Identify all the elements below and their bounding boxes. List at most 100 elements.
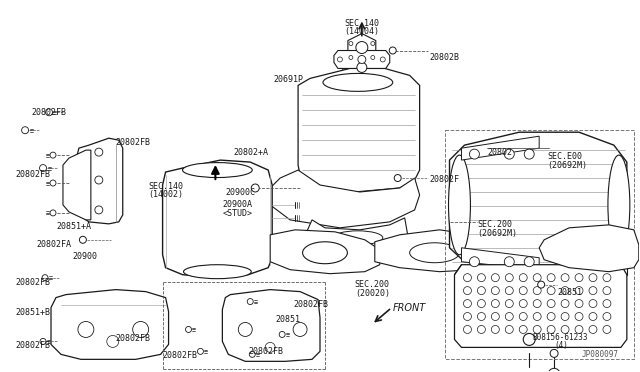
Circle shape <box>589 274 597 282</box>
Circle shape <box>603 299 611 308</box>
Text: JP080097: JP080097 <box>582 350 619 359</box>
Text: B08156-61233: B08156-61233 <box>532 333 588 343</box>
Circle shape <box>469 257 479 267</box>
Text: 20851+B: 20851+B <box>15 308 50 317</box>
Circle shape <box>504 257 515 267</box>
Circle shape <box>506 312 513 321</box>
Text: 20802FB: 20802FB <box>31 108 66 117</box>
Circle shape <box>238 323 252 336</box>
Circle shape <box>79 236 86 243</box>
Text: <STUD>: <STUD> <box>222 209 252 218</box>
Circle shape <box>356 42 368 54</box>
Text: 20802FB: 20802FB <box>15 170 50 179</box>
Circle shape <box>349 42 353 45</box>
Circle shape <box>506 274 513 282</box>
Circle shape <box>533 326 541 333</box>
Polygon shape <box>454 265 627 347</box>
Circle shape <box>589 286 597 295</box>
Circle shape <box>589 299 597 308</box>
Text: FRONT: FRONT <box>393 302 426 312</box>
Circle shape <box>198 349 204 355</box>
Circle shape <box>492 299 499 308</box>
Text: 20851: 20851 <box>557 288 582 296</box>
Circle shape <box>561 299 569 308</box>
Circle shape <box>538 281 545 288</box>
Circle shape <box>380 57 385 62</box>
Circle shape <box>533 312 541 321</box>
Circle shape <box>50 180 56 186</box>
Circle shape <box>561 274 569 282</box>
Circle shape <box>492 286 499 295</box>
Circle shape <box>519 326 527 333</box>
Circle shape <box>22 127 29 134</box>
Polygon shape <box>348 33 376 62</box>
Text: 20802: 20802 <box>488 148 513 157</box>
Polygon shape <box>375 230 490 272</box>
Circle shape <box>265 342 275 352</box>
Text: (14002): (14002) <box>148 190 184 199</box>
Circle shape <box>463 326 472 333</box>
Circle shape <box>533 286 541 295</box>
Text: (20692M): (20692M) <box>547 161 587 170</box>
Circle shape <box>477 299 485 308</box>
Polygon shape <box>51 290 168 359</box>
Circle shape <box>492 274 499 282</box>
Circle shape <box>550 349 558 357</box>
Circle shape <box>249 352 255 357</box>
Circle shape <box>506 286 513 295</box>
Circle shape <box>506 299 513 308</box>
Text: (14004): (14004) <box>344 26 380 36</box>
Circle shape <box>575 299 583 308</box>
Circle shape <box>547 312 555 321</box>
Text: SEC.200: SEC.200 <box>355 280 390 289</box>
Circle shape <box>603 312 611 321</box>
Circle shape <box>394 174 401 182</box>
Text: 20802FB: 20802FB <box>293 299 328 309</box>
Circle shape <box>492 312 499 321</box>
Circle shape <box>519 274 527 282</box>
Text: 20802FB: 20802FB <box>163 352 198 360</box>
Circle shape <box>463 286 472 295</box>
Text: 20802FA: 20802FA <box>36 240 71 249</box>
Circle shape <box>477 274 485 282</box>
Circle shape <box>504 149 515 159</box>
Text: (20692M): (20692M) <box>477 229 517 238</box>
Circle shape <box>547 299 555 308</box>
Circle shape <box>42 275 48 280</box>
Circle shape <box>533 274 541 282</box>
Circle shape <box>519 299 527 308</box>
Circle shape <box>524 333 535 346</box>
Ellipse shape <box>323 73 393 92</box>
Polygon shape <box>342 58 382 76</box>
Circle shape <box>95 176 103 184</box>
Polygon shape <box>268 170 420 228</box>
Circle shape <box>337 57 342 62</box>
Circle shape <box>50 152 56 158</box>
Circle shape <box>477 312 485 321</box>
Polygon shape <box>298 68 420 192</box>
Ellipse shape <box>303 242 348 264</box>
Ellipse shape <box>184 265 252 279</box>
Text: SEC.140: SEC.140 <box>344 19 380 28</box>
Circle shape <box>107 336 119 347</box>
Circle shape <box>519 286 527 295</box>
Circle shape <box>252 184 259 192</box>
Circle shape <box>95 148 103 156</box>
Circle shape <box>50 210 56 216</box>
Text: 20900C: 20900C <box>225 188 255 197</box>
Circle shape <box>547 326 555 333</box>
Text: 20900: 20900 <box>73 252 98 261</box>
Polygon shape <box>304 218 408 254</box>
Circle shape <box>519 312 527 321</box>
Circle shape <box>575 312 583 321</box>
Circle shape <box>603 326 611 333</box>
Circle shape <box>293 323 307 336</box>
Text: SEC.140: SEC.140 <box>148 182 184 191</box>
Circle shape <box>371 55 375 60</box>
Ellipse shape <box>608 155 630 255</box>
Polygon shape <box>270 230 380 274</box>
Text: 20802+A: 20802+A <box>233 148 268 157</box>
Text: 20802FB: 20802FB <box>248 347 284 356</box>
Circle shape <box>349 55 353 60</box>
Circle shape <box>506 326 513 333</box>
